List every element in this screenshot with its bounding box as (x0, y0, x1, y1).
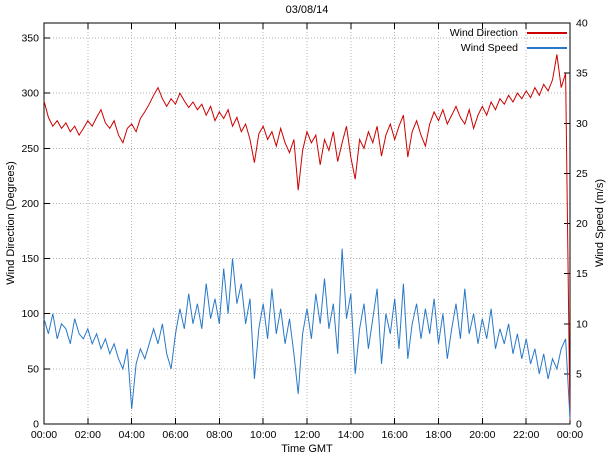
svg-text:18:00: 18:00 (425, 429, 451, 441)
svg-text:200: 200 (21, 198, 39, 210)
svg-text:04:00: 04:00 (119, 429, 145, 441)
right-axis-label: Wind Speed (m/s) (594, 178, 606, 268)
legend-line-wind-direction (527, 31, 567, 34)
left-axis-label: Wind Direction (Degrees) (5, 161, 17, 285)
svg-text:0: 0 (576, 419, 582, 431)
svg-text:10:00: 10:00 (250, 429, 276, 441)
svg-text:100: 100 (21, 308, 39, 320)
svg-text:00:00: 00:00 (31, 429, 57, 441)
svg-text:15: 15 (576, 268, 588, 280)
svg-text:08:00: 08:00 (206, 429, 232, 441)
svg-text:150: 150 (21, 253, 39, 265)
chart-title: 03/08/14 (285, 4, 329, 16)
x-axis-label: Time GMT (281, 443, 333, 455)
svg-text:00:00: 00:00 (557, 429, 583, 441)
svg-text:20:00: 20:00 (469, 429, 495, 441)
svg-text:16:00: 16:00 (382, 429, 408, 441)
svg-text:5: 5 (576, 368, 582, 380)
svg-text:12:00: 12:00 (294, 429, 320, 441)
svg-text:02:00: 02:00 (75, 429, 101, 441)
legend-label-wind-direction: Wind Direction (449, 26, 518, 39)
svg-text:0: 0 (33, 419, 39, 431)
legend-line-wind-speed (527, 46, 567, 49)
svg-text:50: 50 (27, 363, 39, 375)
legend-item-wind-direction: Wind Direction (450, 25, 567, 40)
legend: Wind Direction Wind Speed (450, 25, 567, 55)
svg-text:06:00: 06:00 (162, 429, 188, 441)
svg-text:350: 350 (21, 33, 39, 45)
svg-text:20: 20 (576, 218, 588, 230)
legend-item-wind-speed: Wind Speed (450, 40, 567, 55)
svg-text:10: 10 (576, 318, 588, 330)
svg-text:25: 25 (576, 168, 588, 180)
svg-text:22:00: 22:00 (513, 429, 539, 441)
svg-text:35: 35 (576, 68, 588, 80)
svg-text:250: 250 (21, 143, 39, 155)
svg-text:30: 30 (576, 118, 588, 130)
svg-text:40: 40 (576, 18, 588, 30)
legend-label-wind-speed: Wind Speed (460, 41, 518, 54)
svg-text:14:00: 14:00 (338, 429, 364, 441)
svg-text:300: 300 (21, 88, 39, 100)
